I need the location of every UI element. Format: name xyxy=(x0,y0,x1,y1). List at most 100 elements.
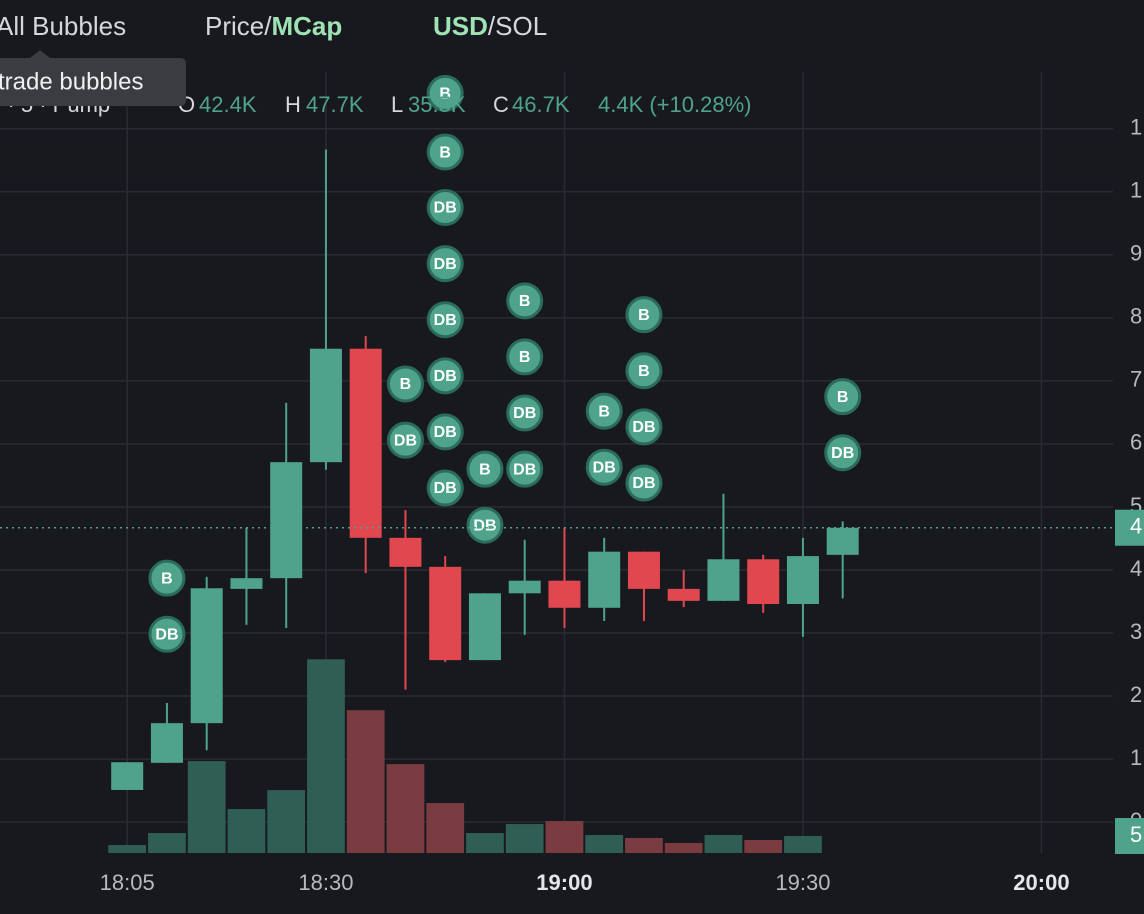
trade-bubble xyxy=(426,413,464,451)
trade-bubble xyxy=(426,189,464,227)
trade-bubble-label: B xyxy=(519,293,531,310)
tooltip: trade bubbles xyxy=(0,50,186,106)
volume-bar xyxy=(426,803,465,853)
volume-bar xyxy=(545,821,584,853)
trade-bubble xyxy=(148,559,186,597)
trade-bubble xyxy=(625,408,663,446)
candle-body xyxy=(349,348,382,538)
trade-bubble-label: B xyxy=(479,461,491,478)
usd-option[interactable]: USD xyxy=(433,11,488,41)
tooltip-text: trade bubbles xyxy=(0,68,143,95)
candle-body xyxy=(111,762,144,790)
trade-bubble xyxy=(426,301,464,339)
price-tag-label: 4 xyxy=(1130,514,1142,539)
legend-change: 4.4K (+10.28%) xyxy=(598,92,751,117)
trade-bubble-label: DB xyxy=(155,626,178,643)
trade-bubble xyxy=(585,392,623,430)
trade-bubble xyxy=(466,450,504,488)
trade-bubble-label: DB xyxy=(434,480,457,497)
trade-bubble xyxy=(585,448,623,486)
volume-bar xyxy=(585,835,624,853)
candle-body xyxy=(389,537,422,567)
price-mcap-toggle[interactable]: Price/MCap xyxy=(205,11,342,41)
candle-body xyxy=(826,527,859,555)
trade-bubble xyxy=(625,464,663,502)
volume-bar xyxy=(267,790,306,853)
y-tick-label: 9 xyxy=(1130,241,1142,266)
candle-body xyxy=(309,348,342,463)
sol-option[interactable]: /SOL xyxy=(488,11,547,41)
volume-bar xyxy=(227,809,266,853)
trade-bubble xyxy=(426,74,464,112)
volume-bar xyxy=(466,833,504,853)
trade-bubble-label: DB xyxy=(434,312,457,329)
candle-body xyxy=(747,559,780,605)
trade-bubble-label: DB xyxy=(434,424,457,441)
trade-bubble-label: DB xyxy=(394,432,417,449)
candle-body xyxy=(707,559,740,601)
volume-bar xyxy=(187,761,226,853)
trade-bubble-label: DB xyxy=(632,419,655,436)
volume-bar xyxy=(744,840,783,853)
trade-bubble-label: B xyxy=(400,376,412,393)
candle-body xyxy=(270,462,303,579)
candle-body xyxy=(667,588,700,601)
trade-bubble xyxy=(625,296,663,334)
mcap-option[interactable]: MCap xyxy=(271,11,342,41)
y-tick-label: 1 xyxy=(1130,745,1142,770)
legend-value: 47.7K xyxy=(306,92,364,117)
candle-body xyxy=(588,551,621,608)
candle-body xyxy=(468,593,501,661)
y-tick-label: 2 xyxy=(1130,682,1142,707)
candle-body xyxy=(230,578,263,589)
candle-body xyxy=(627,551,660,589)
trade-bubble-label: B xyxy=(598,403,610,420)
legend-label: C xyxy=(493,92,509,117)
x-tick-label: 18:30 xyxy=(298,870,353,895)
trade-bubble xyxy=(506,282,544,320)
trade-bubble xyxy=(466,506,504,544)
volume-bar xyxy=(505,824,544,853)
candle-body xyxy=(548,580,581,608)
legend-value: 46.7K xyxy=(512,92,570,117)
all-bubbles-button[interactable]: All Bubbles xyxy=(0,11,126,41)
volume-tag xyxy=(1115,818,1144,854)
trade-bubble-label: DB xyxy=(513,405,536,422)
candle-body xyxy=(786,556,819,605)
trade-bubble-label: DB xyxy=(632,475,655,492)
candle-body xyxy=(429,566,462,661)
currency-toggle[interactable]: USD/SOL xyxy=(433,11,547,41)
y-tick-label: 1 xyxy=(1130,115,1142,140)
trade-bubble xyxy=(426,133,464,171)
trade-bubble xyxy=(386,365,424,403)
x-tick-label: 20:00 xyxy=(1013,870,1069,895)
x-tick-label: 18:05 xyxy=(100,870,155,895)
price-tag xyxy=(1115,509,1144,546)
legend-value: 42.4K xyxy=(199,92,257,117)
volume-bar xyxy=(784,836,822,853)
trade-bubble-label: B xyxy=(638,363,650,380)
volume-bar xyxy=(346,710,385,853)
trade-bubble xyxy=(506,450,544,488)
trade-bubble-label: DB xyxy=(473,517,496,534)
trade-bubble xyxy=(426,469,464,507)
x-tick-label: 19:30 xyxy=(775,870,830,895)
trade-bubble xyxy=(506,394,544,432)
trade-bubble-label: B xyxy=(837,389,849,406)
trade-bubble-label: B xyxy=(638,307,650,324)
trade-bubble xyxy=(426,245,464,283)
trade-bubble-label: DB xyxy=(434,368,457,385)
y-tick-label: 4 xyxy=(1130,556,1142,581)
candle-body xyxy=(508,580,541,594)
volume-bar xyxy=(625,838,663,853)
trade-bubble xyxy=(426,357,464,395)
candle-body xyxy=(190,588,223,724)
trade-bubble-label: B xyxy=(439,144,451,161)
bubbles: B DB B DB B B DB DB DB DB DB DB B DB B B DB DB B DB B B DB DB B D… xyxy=(148,74,862,653)
price-option[interactable]: Price/ xyxy=(205,11,272,41)
volume-bar xyxy=(108,845,147,853)
trade-bubble xyxy=(824,378,862,416)
